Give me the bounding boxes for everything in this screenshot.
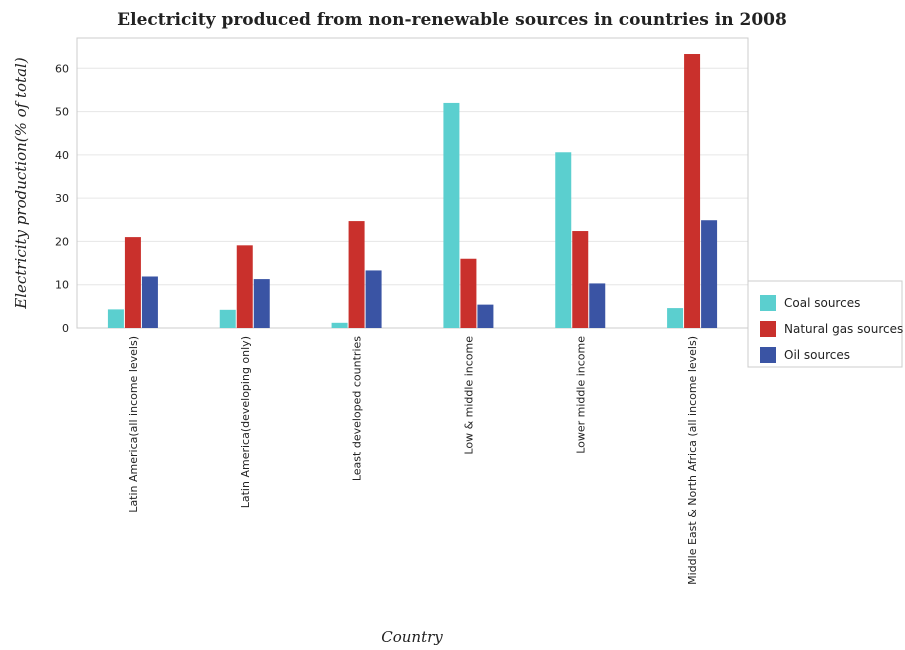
x-axis-ticks: Latin America(all income levels) Latin Am… — [127, 336, 699, 585]
bar-coal-sources-1 — [107, 309, 124, 328]
x-tick-label: Latin America(developing only) — [239, 336, 252, 508]
x-tick-label: Low & middle income — [462, 336, 475, 455]
bar-natural-gas-sources-4 — [460, 258, 477, 328]
x-tick-label: Least developed countries — [351, 336, 364, 481]
legend-label: Natural gas sources — [784, 322, 903, 336]
y-axis-label: Electricity production(% of total) — [12, 57, 30, 310]
y-tick-label: 40 — [55, 149, 69, 162]
x-tick-label: Middle East & North Africa (all income l… — [686, 336, 699, 585]
bar-natural-gas-sources-3 — [348, 221, 365, 328]
bar-coal-sources-3 — [331, 322, 348, 328]
y-axis-ticks: 0 10 20 30 40 50 60 — [55, 62, 69, 335]
bar-coal-sources-2 — [219, 309, 236, 328]
x-axis-label: Country — [381, 628, 443, 646]
y-tick-label: 60 — [55, 62, 69, 75]
y-tick-label: 30 — [55, 192, 69, 205]
bar-oil-sources-4 — [477, 304, 494, 328]
bar-natural-gas-sources-6 — [684, 54, 701, 329]
y-tick-label: 10 — [55, 279, 69, 292]
x-tick-label: Lower middle income — [574, 336, 587, 454]
x-tick-label: Latin America(all income levels) — [127, 336, 140, 513]
bar-oil-sources-2 — [253, 279, 270, 328]
legend-label: Coal sources — [784, 296, 860, 310]
legend-swatch — [760, 347, 776, 363]
legend: Coal sources Natural gas sources Oil sourc… — [747, 280, 903, 368]
chart-title: Electricity produced from non-renewable … — [117, 10, 787, 30]
bar-oil-sources-5 — [589, 283, 606, 328]
bar-natural-gas-sources-1 — [124, 237, 141, 328]
y-tick-label: 0 — [62, 322, 69, 335]
bar-oil-sources-6 — [701, 220, 718, 328]
bar-coal-sources-4 — [443, 102, 460, 328]
y-tick-label: 50 — [55, 106, 69, 119]
bar-coal-sources-5 — [555, 152, 572, 328]
legend-swatch — [760, 321, 776, 337]
legend-swatch — [760, 295, 776, 311]
bars — [107, 54, 718, 329]
bar-natural-gas-sources-2 — [236, 245, 253, 328]
grid-lines — [77, 67, 748, 329]
bar-coal-sources-6 — [667, 308, 684, 328]
bar-oil-sources-3 — [365, 270, 382, 328]
bar-oil-sources-1 — [141, 276, 158, 328]
plot-frame — [76, 37, 749, 329]
legend-label: Oil sources — [784, 348, 850, 362]
y-tick-label: 20 — [55, 235, 69, 248]
bar-natural-gas-sources-5 — [572, 231, 589, 328]
